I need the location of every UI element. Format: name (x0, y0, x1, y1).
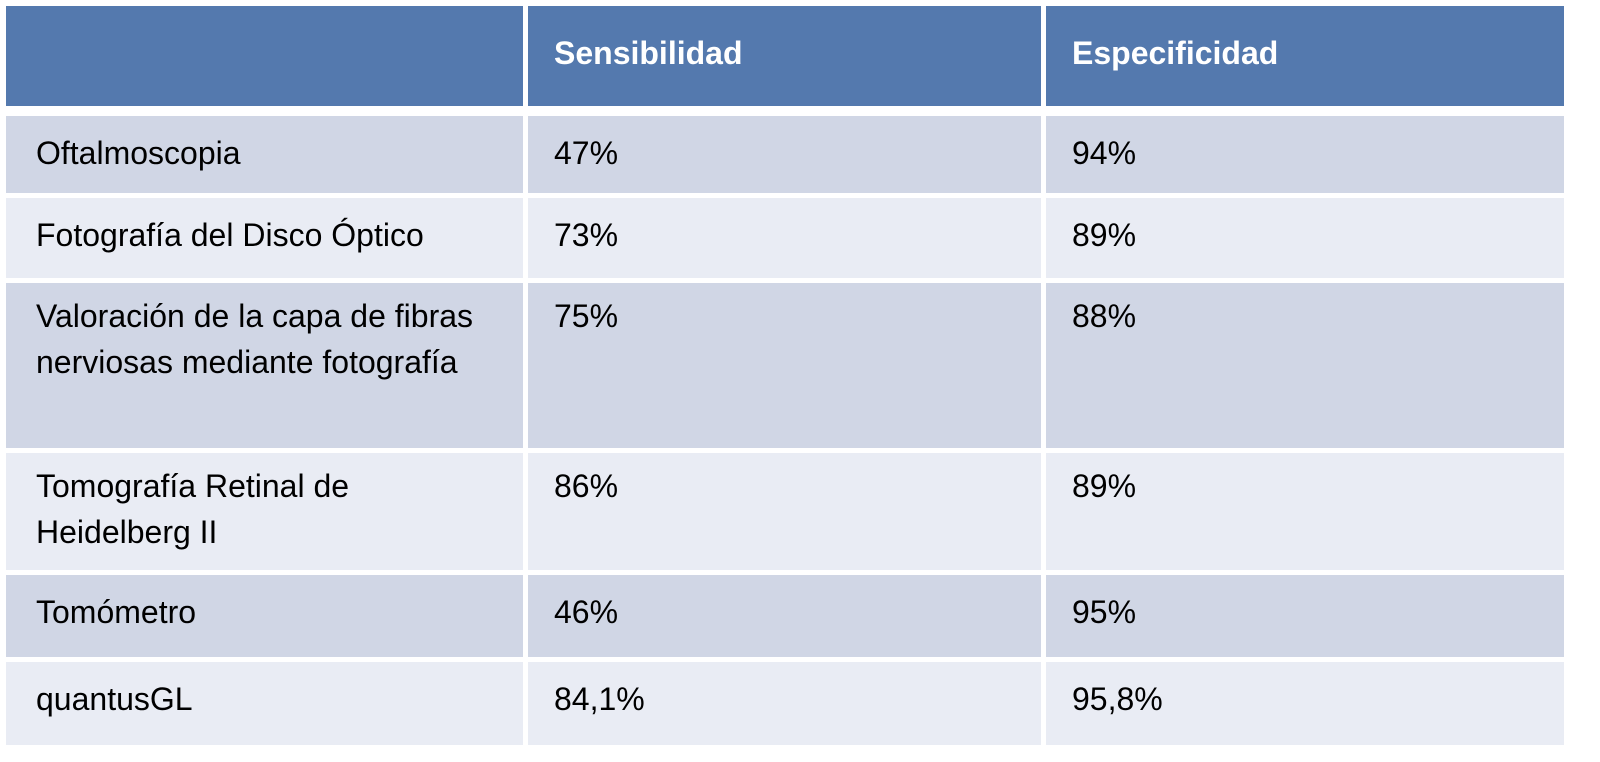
header-sensibilidad: Sensibilidad (528, 6, 1041, 106)
comparison-table: Sensibilidad Especificidad Oftalmoscopia… (6, 6, 1594, 745)
sensibilidad-cell: 84,1% (528, 662, 1041, 745)
sensibilidad-cell: 47% (528, 116, 1041, 193)
sensibilidad-cell: 75% (528, 283, 1041, 448)
header-empty-cell (6, 6, 523, 106)
method-cell: quantusGL (6, 662, 523, 745)
method-cell: Valoración de la capa de fibras nerviosa… (6, 283, 523, 448)
especificidad-cell: 95,8% (1046, 662, 1564, 745)
sensibilidad-cell: 73% (528, 198, 1041, 278)
sensibilidad-cell: 46% (528, 575, 1041, 657)
sensibilidad-cell: 86% (528, 453, 1041, 570)
especificidad-cell: 89% (1046, 453, 1564, 570)
especificidad-cell: 89% (1046, 198, 1564, 278)
especificidad-cell: 88% (1046, 283, 1564, 448)
method-cell: Fotografía del Disco Óptico (6, 198, 523, 278)
especificidad-cell: 94% (1046, 116, 1564, 193)
method-cell: Tomografía Retinal de Heidelberg II (6, 453, 523, 570)
header-especificidad: Especificidad (1046, 6, 1564, 106)
method-cell: Oftalmoscopia (6, 116, 523, 193)
method-cell: Tomómetro (6, 575, 523, 657)
especificidad-cell: 95% (1046, 575, 1564, 657)
